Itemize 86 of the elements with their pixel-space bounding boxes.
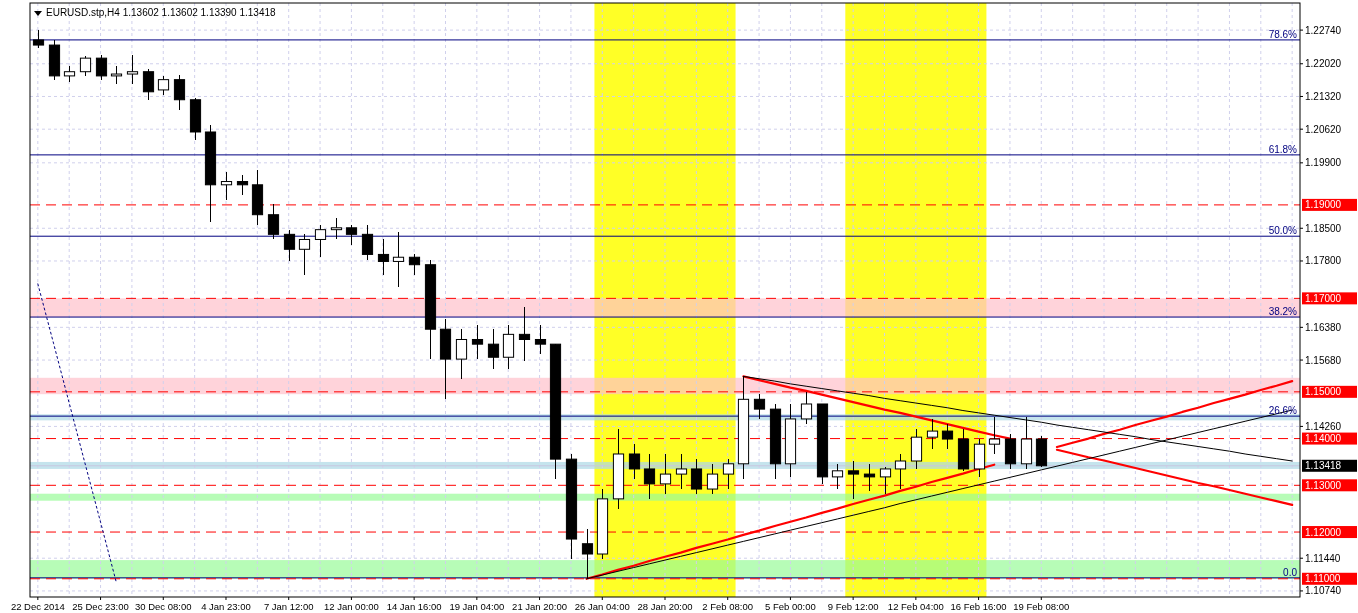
candlestick bbox=[675, 453, 688, 490]
y-tick-label: 1.11440 bbox=[1305, 552, 1341, 564]
x-tick-label: 7 Jan 12:00 bbox=[263, 601, 314, 612]
annotation: 78.6% bbox=[1268, 28, 1298, 40]
candlestick bbox=[941, 423, 954, 450]
candlestick bbox=[643, 453, 656, 500]
y-tick-label: 1.20620 bbox=[1305, 123, 1342, 135]
y-tick-label: 1.17800 bbox=[1305, 255, 1342, 267]
annotation: 50.0% bbox=[1268, 225, 1298, 237]
x-tick-label: 4 Jan 23:00 bbox=[201, 601, 251, 612]
candlestick bbox=[314, 223, 327, 258]
y-tick-label: 1.19900 bbox=[1305, 157, 1342, 169]
candlestick bbox=[690, 458, 703, 495]
y-tick-label: 1.18500 bbox=[1305, 222, 1342, 234]
annotation: 26.6% bbox=[1268, 405, 1298, 417]
y-tick-label: 1.14260 bbox=[1305, 420, 1342, 432]
ref-line-label: 1.19000 bbox=[1305, 199, 1342, 211]
candlestick bbox=[330, 216, 343, 241]
candlestick bbox=[79, 55, 92, 77]
x-tick-label: 19 Feb 08:00 bbox=[1013, 601, 1070, 612]
candlestick bbox=[910, 428, 923, 470]
candlestick bbox=[142, 68, 155, 101]
candlestick bbox=[659, 453, 672, 495]
x-tick-label: 12 Jan 00:00 bbox=[323, 601, 379, 612]
y-tick-label: 1.10740 bbox=[1305, 585, 1342, 597]
candlestick bbox=[753, 393, 766, 420]
candlestick bbox=[392, 230, 405, 288]
x-tick-label: 2 Feb 08:00 bbox=[702, 601, 754, 612]
candlestick bbox=[534, 323, 547, 356]
candlestick bbox=[95, 54, 108, 81]
candlestick bbox=[487, 328, 500, 371]
candlestick bbox=[377, 238, 390, 276]
candlestick bbox=[722, 458, 735, 490]
candlestick bbox=[126, 54, 139, 85]
candlestick bbox=[926, 418, 939, 450]
y-tick-label: 1.16380 bbox=[1305, 321, 1342, 333]
candlestick bbox=[267, 203, 280, 241]
x-tick-label: 26 Jan 04:00 bbox=[574, 601, 630, 612]
candlestick bbox=[220, 170, 233, 201]
x-tick-label: 25 Dec 23:00 bbox=[72, 601, 129, 612]
candlestick bbox=[345, 223, 358, 246]
x-tick-label: 21 Jan 20:00 bbox=[512, 601, 568, 612]
y-tick-label: 1.21320 bbox=[1305, 90, 1342, 102]
ref-line-label: 1.11000 bbox=[1305, 573, 1341, 585]
candlestick bbox=[988, 416, 1001, 455]
x-tick-label: 22 Dec 2014 bbox=[10, 601, 65, 612]
chart-title: EURUSD.stp,H4 1.13602 1.13602 1.13390 1.13418 bbox=[46, 7, 277, 18]
candlestick bbox=[831, 463, 844, 490]
candlestick bbox=[408, 253, 421, 276]
y-tick-label: 1.15680 bbox=[1305, 354, 1342, 366]
candlestick bbox=[706, 463, 719, 495]
x-tick-label: 5 Feb 00:00 bbox=[765, 601, 816, 612]
candlestick bbox=[173, 74, 186, 111]
ref-line-label: 1.12000 bbox=[1305, 526, 1342, 538]
y-tick-label: 1.22020 bbox=[1305, 58, 1342, 70]
candlestick bbox=[236, 173, 249, 196]
candlestick bbox=[628, 443, 641, 480]
ref-line-label: 1.13000 bbox=[1305, 479, 1342, 491]
annotation: 61.8% bbox=[1268, 143, 1298, 155]
x-tick-label: 16 Feb 16:00 bbox=[950, 601, 1007, 612]
candlestick bbox=[502, 323, 515, 371]
ref-line-label: 1.14000 bbox=[1305, 433, 1342, 445]
candlestick bbox=[847, 460, 860, 500]
candlestick bbox=[879, 466, 892, 495]
x-tick-label: 19 Jan 04:00 bbox=[449, 601, 505, 612]
ref-line-label: 1.15000 bbox=[1305, 386, 1342, 398]
candlestick bbox=[361, 223, 374, 261]
x-tick-label: 30 Dec 08:00 bbox=[135, 601, 192, 612]
candlestick bbox=[471, 323, 484, 360]
y-tick-label: 1.22740 bbox=[1305, 24, 1342, 36]
x-tick-label: 9 Feb 12:00 bbox=[827, 601, 879, 612]
candlestick bbox=[455, 328, 468, 380]
candlestick bbox=[863, 463, 876, 492]
candlestick bbox=[894, 453, 907, 490]
annotation: 38.2% bbox=[1268, 306, 1298, 318]
annotation: 0.0 bbox=[1283, 566, 1298, 578]
ref-line-label: 1.13418 bbox=[1305, 460, 1342, 472]
candlestick bbox=[157, 75, 170, 96]
candlestick bbox=[283, 228, 296, 263]
x-tick-label: 14 Jan 16:00 bbox=[386, 601, 442, 612]
candlestick bbox=[518, 306, 531, 363]
x-tick-label: 28 Jan 20:00 bbox=[637, 601, 693, 612]
ref-line-label: 1.17000 bbox=[1305, 292, 1342, 304]
candlestick bbox=[298, 233, 311, 276]
x-tick-label: 12 Feb 04:00 bbox=[887, 601, 944, 612]
candlestick bbox=[800, 391, 813, 425]
